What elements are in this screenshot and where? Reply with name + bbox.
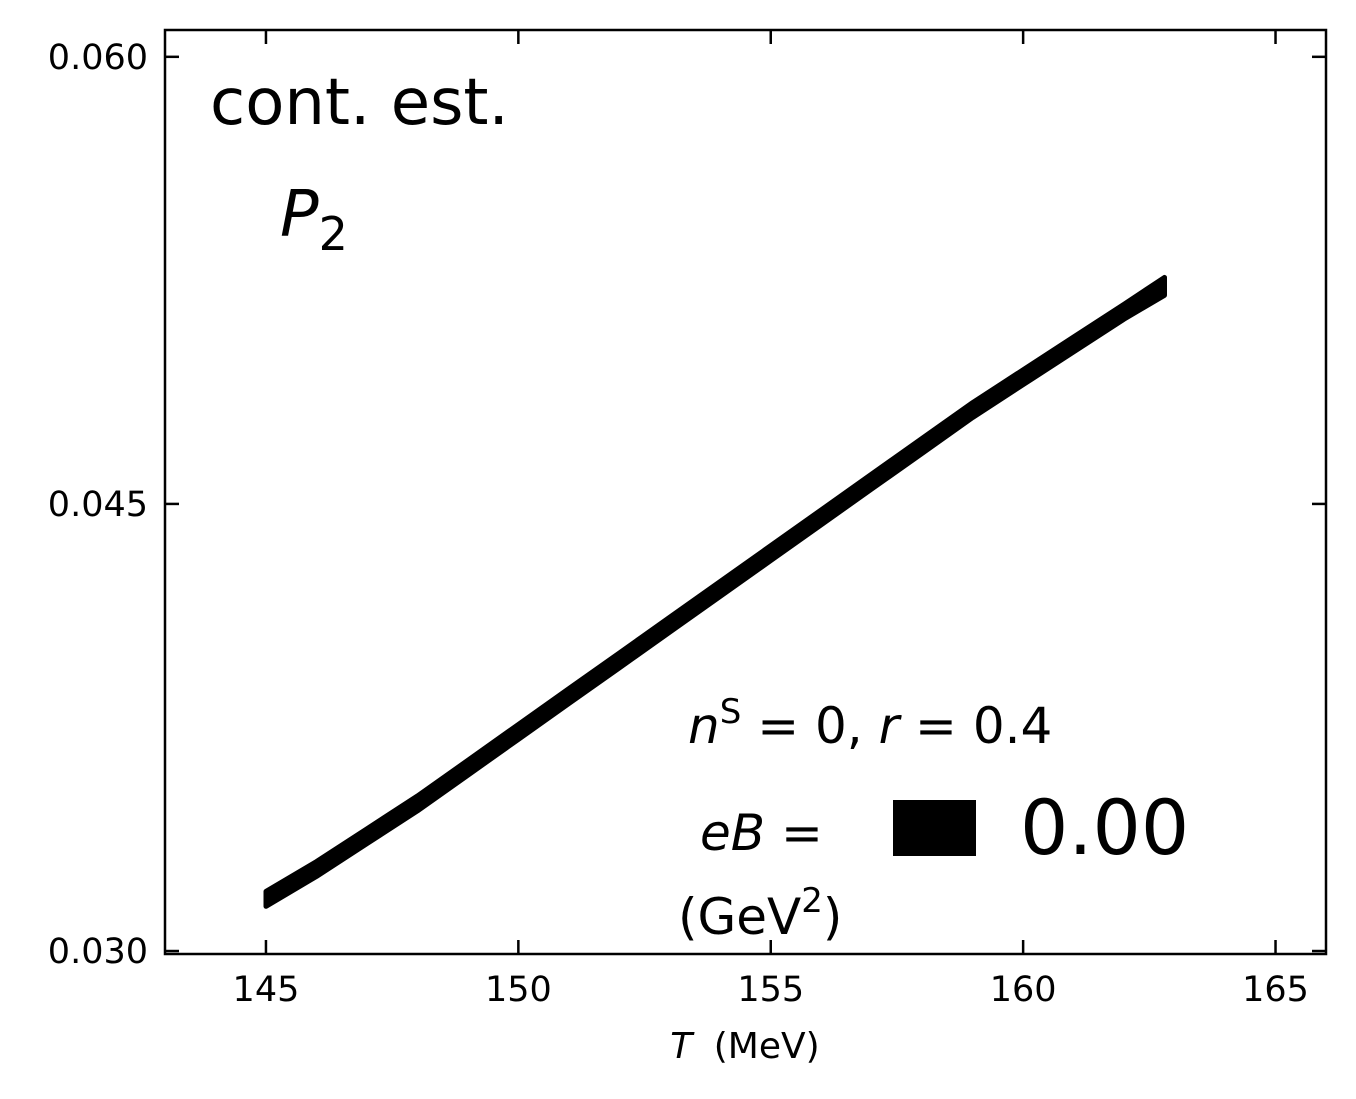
legend-title-equals: = bbox=[765, 804, 823, 862]
legend-unit-open: (GeV bbox=[678, 888, 801, 946]
y-tick-label-1: 0.045 bbox=[48, 485, 148, 525]
observable-subscript: 2 bbox=[319, 207, 348, 261]
x-tick-label-1: 150 bbox=[485, 970, 552, 1010]
observable-label: P2 bbox=[280, 178, 348, 261]
legend-unit: (GeV2) bbox=[678, 881, 842, 946]
x-tick-label-3: 160 bbox=[990, 970, 1057, 1010]
condition-n: n bbox=[688, 697, 720, 755]
data-band-0 bbox=[263, 274, 1167, 909]
x-tick-label-4: 165 bbox=[1242, 970, 1309, 1010]
x-tick-label-0: 145 bbox=[233, 970, 300, 1010]
condition-label: nS = 0, r = 0.4 bbox=[688, 692, 1052, 755]
condition-n-superscript: S bbox=[720, 692, 742, 732]
x-axis-title: T (MeV) bbox=[670, 1026, 819, 1067]
x-axis-title-symbol: T bbox=[670, 1026, 695, 1067]
legend-swatch bbox=[893, 800, 976, 856]
data-band-group bbox=[263, 274, 1167, 909]
tick-group bbox=[165, 30, 1326, 954]
tick-label-group: 145 150 155 160 165 0.030 0.045 0.060 bbox=[48, 38, 1309, 1010]
legend-unit-close: ) bbox=[823, 888, 843, 946]
legend-title-symbol: eB bbox=[700, 804, 765, 862]
x-tick-label-2: 155 bbox=[737, 970, 804, 1010]
x-axis-title-unit: (MeV) bbox=[714, 1026, 820, 1067]
continuum-estimate-label: cont. est. bbox=[210, 66, 509, 140]
legend-title: eB = bbox=[700, 804, 823, 862]
condition-r-equals: = 0.4 bbox=[899, 697, 1052, 755]
y-tick-label-0: 0.030 bbox=[48, 932, 148, 972]
plot-area bbox=[165, 30, 1326, 954]
observable-symbol: P bbox=[280, 178, 319, 252]
y-tick-label-2: 0.060 bbox=[48, 38, 148, 78]
legend-value: 0.00 bbox=[1020, 783, 1189, 872]
condition-n-equals: = 0, bbox=[741, 697, 878, 755]
condition-r: r bbox=[879, 697, 903, 755]
legend-unit-superscript: 2 bbox=[801, 881, 823, 921]
plot-frame bbox=[163, 28, 1328, 956]
